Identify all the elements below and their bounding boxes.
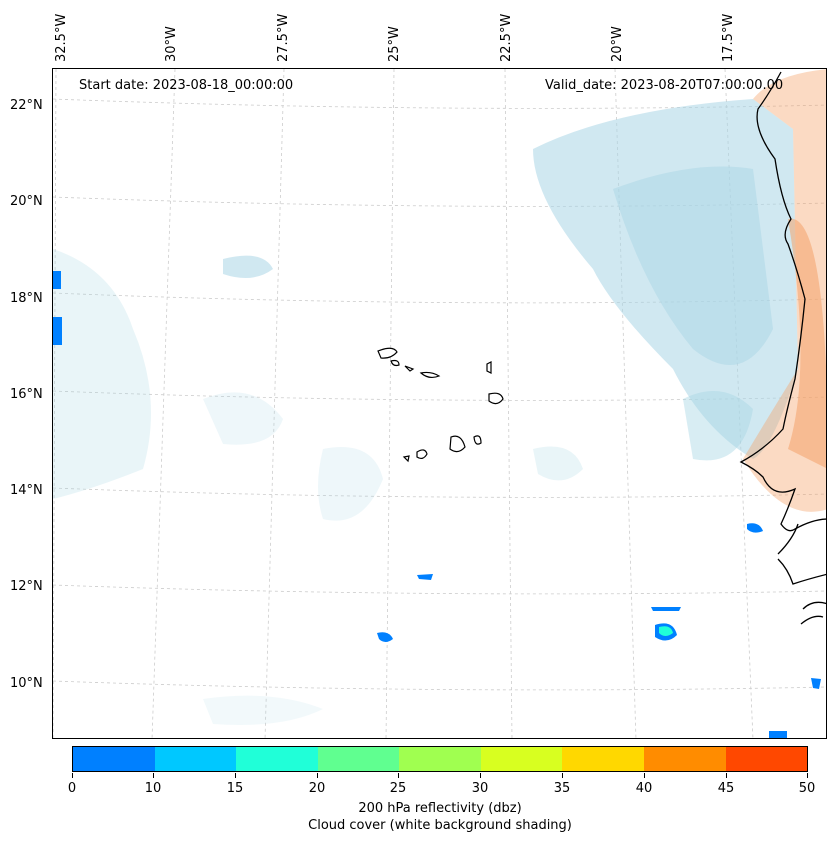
colorbar-segment [236, 747, 318, 771]
land-shading [743, 69, 826, 512]
colorbar-tick [807, 773, 808, 778]
colorbar-segment [643, 747, 726, 771]
lon-label-20w: 20°W [610, 26, 625, 62]
valid-date-label: Valid_date: 2023-08-20T07:00:00.00 [545, 78, 784, 93]
cloud-cover-shading [53, 99, 798, 725]
map-panel[interactable]: Start date: 2023-08-18_00:00:00 Valid_da… [52, 68, 827, 739]
colorbar-tick-label: 50 [798, 781, 816, 796]
colorbar-tick [726, 773, 727, 778]
colorbar-title: 200 hPa reflectivity (dbz) [358, 801, 522, 816]
lat-label-16n: 16°N [10, 387, 43, 402]
lat-label-22n: 22°N [10, 98, 43, 113]
colorbar-tick-label: 25 [389, 781, 407, 796]
cabo-verde-islands [377, 347, 504, 463]
colorbar-tick-label: 35 [553, 781, 571, 796]
lat-label-14n: 14°N [10, 483, 43, 498]
colorbar-subtitle: Cloud cover (white background shading) [308, 818, 572, 833]
colorbar-tick-label: 30 [471, 781, 489, 796]
colorbar-tick [153, 773, 154, 778]
colorbar-segment [73, 747, 155, 771]
colorbar-tick [235, 773, 236, 778]
reflectivity-cells [53, 271, 821, 738]
colorbar-tick-label: 20 [308, 781, 326, 796]
lon-label-27-5w: 27.5°W [276, 13, 291, 62]
colorbar-segment [399, 747, 481, 771]
reflectivity-colorbar [72, 746, 808, 772]
lon-label-32-5w: 32.5°W [54, 13, 69, 62]
colorbar-segment [317, 747, 400, 771]
coastline [739, 71, 826, 625]
colorbar-tick [480, 773, 481, 778]
colorbar-segment [725, 747, 808, 771]
lat-label-20n: 20°N [10, 194, 43, 209]
colorbar-tick [644, 773, 645, 778]
colorbar-segment [480, 747, 563, 771]
lon-label-25w: 25°W [387, 26, 402, 62]
colorbar-tick [562, 773, 563, 778]
lon-label-30w: 30°W [164, 26, 179, 62]
colorbar-tick-label: 40 [635, 781, 653, 796]
colorbar-tick-label: 15 [226, 781, 244, 796]
graticule [53, 69, 826, 738]
map-canvas [53, 69, 826, 738]
lat-label-10n: 10°N [10, 676, 43, 691]
start-date-label: Start date: 2023-08-18_00:00:00 [79, 78, 294, 93]
lon-label-17-5w: 17.5°W [721, 13, 736, 62]
lon-label-22-5w: 22.5°W [499, 13, 514, 62]
colorbar-tick-label: 45 [717, 781, 735, 796]
colorbar-segment [562, 747, 644, 771]
colorbar-tick [398, 773, 399, 778]
colorbar-tick-label: 10 [144, 781, 162, 796]
lat-label-12n: 12°N [10, 579, 43, 594]
colorbar-tick-label: 0 [67, 781, 77, 796]
colorbar-tick [317, 773, 318, 778]
lat-label-18n: 18°N [10, 291, 43, 306]
colorbar-segment [154, 747, 237, 771]
colorbar-tick [72, 773, 73, 778]
